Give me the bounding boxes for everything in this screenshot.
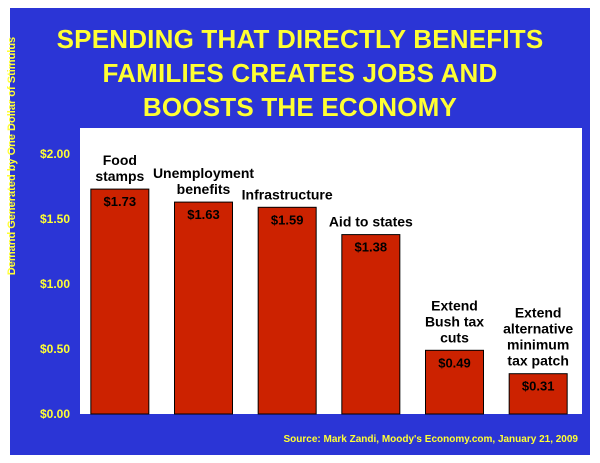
category-label-line: tax patch (507, 353, 568, 369)
source-note: Source: Mark Zandi, Moody's Economy.com,… (283, 434, 578, 445)
category-label-line: Unemployment (153, 165, 254, 181)
y-tick-label: $0.50 (40, 342, 70, 356)
category-label: Aid to states (329, 214, 413, 230)
bar (257, 206, 317, 415)
title-line-1: SPENDING THAT DIRECTLY BENEFITS (56, 24, 544, 54)
category-label-line: Bush tax (425, 313, 484, 329)
category-label-line: cuts (440, 329, 469, 345)
y-tick-label: $2.00 (40, 147, 70, 161)
y-tick-label: $0.00 (40, 407, 70, 421)
bar-value-label: $0.49 (438, 355, 471, 370)
category-label-line: Extend (431, 297, 478, 313)
value-labels: $1.73 $1.63 $1.59 $1.38 $0.49 $0.31 (104, 194, 555, 394)
bar-value-label: $1.59 (271, 212, 304, 227)
category-label: Unemployment benefits (153, 165, 254, 197)
bars (90, 188, 568, 415)
title-line-3: BOOSTS THE ECONOMY (142, 92, 458, 122)
y-axis-ticks: $0.00 $0.50 $1.00 $1.50 $2.00 (40, 147, 70, 421)
category-label-line: Infrastructure (242, 186, 333, 202)
y-tick-label: $1.50 (40, 212, 70, 226)
category-label-line: Aid to states (329, 214, 413, 230)
bar (508, 373, 568, 415)
bar-value-label: $1.63 (187, 207, 220, 222)
category-labels: Food stamps Unemployment benefits Infrastruc… (95, 152, 573, 369)
category-label: Extend Bush tax cuts (425, 297, 484, 345)
chart-title: SPENDING THAT DIRECTLY BENEFITS FAMILIES… (10, 22, 590, 124)
category-label: Extend alternative minimum tax patch (503, 305, 573, 369)
category-label-line: Extend (515, 305, 562, 321)
category-label-line: stamps (95, 168, 144, 184)
plot-area (80, 128, 582, 414)
category-label-line: alternative (503, 321, 573, 337)
category-label-line: minimum (507, 337, 569, 353)
category-label-line: benefits (177, 181, 231, 197)
bar-value-label: $1.38 (355, 240, 388, 255)
title-line-2: FAMILIES CREATES JOBS AND (102, 58, 498, 88)
bar (90, 188, 150, 415)
y-tick-label: $1.00 (40, 277, 70, 291)
category-label-line: Food (103, 152, 137, 168)
bar (341, 234, 401, 415)
bar-value-label: $0.31 (522, 379, 555, 394)
bar (174, 201, 233, 415)
category-label: Infrastructure (242, 186, 333, 202)
bar-value-label: $1.73 (104, 194, 137, 209)
category-label: Food stamps (95, 152, 144, 184)
bar (425, 349, 484, 415)
